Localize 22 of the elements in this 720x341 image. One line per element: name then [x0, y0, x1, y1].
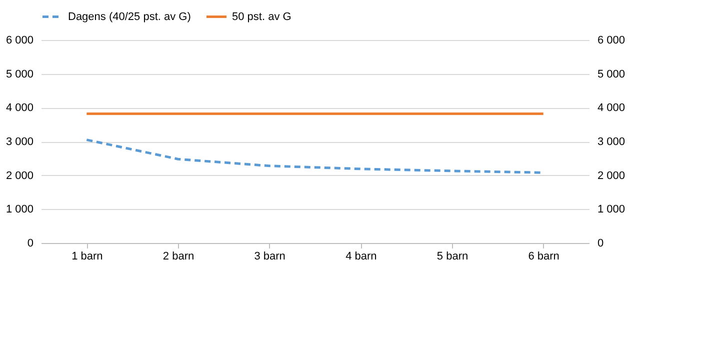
y2-tick-label: 2 000 [598, 170, 626, 182]
y2-tick-label: 6 000 [598, 34, 626, 46]
y2-tick-label: 0 [598, 238, 604, 250]
x-tick-label: 3 barn [254, 250, 286, 262]
x-tick-label: 2 barn [162, 250, 194, 262]
y-tick-label: 4 000 [6, 102, 34, 114]
x-tick-label: 5 barn [436, 250, 468, 262]
y2-tick-label: 5 000 [598, 68, 626, 80]
y-tick-label: 2 000 [6, 170, 34, 182]
y2-tick-label: 1 000 [598, 204, 626, 216]
y-tick-label: 6 000 [6, 34, 34, 46]
legend-label: Dagens (40/25 pst. av G) [68, 10, 191, 23]
legend-label: 50 pst. av G [232, 10, 292, 23]
y-tick-label: 0 [27, 238, 34, 250]
x-tick-label: 4 barn [346, 250, 377, 262]
y-tick-label: 3 000 [6, 136, 34, 148]
y2-tick-label: 3 000 [598, 136, 626, 148]
y-tick-label: 1 000 [6, 204, 34, 216]
y2-tick-label: 4 000 [598, 102, 626, 114]
y-tick-label: 5 000 [6, 68, 34, 80]
x-tick-label: 1 barn [72, 250, 103, 262]
x-tick-label: 6 barn [528, 250, 560, 262]
